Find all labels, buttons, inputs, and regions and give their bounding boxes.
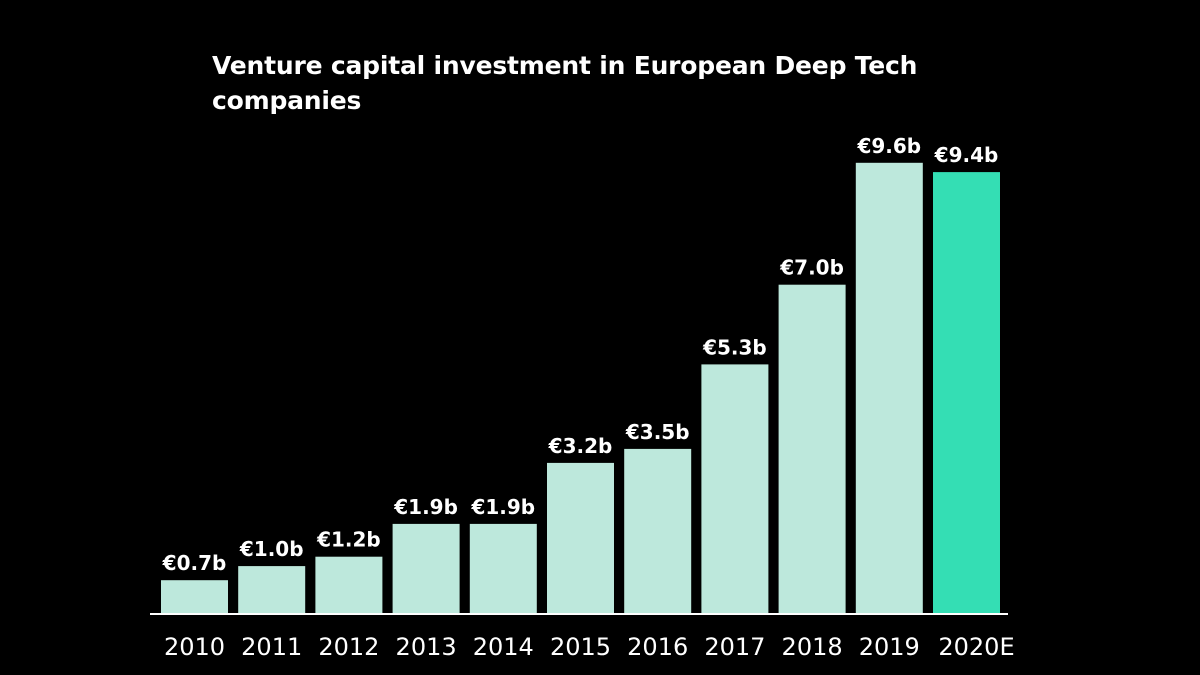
chart-title: Venture capital investment in European D… [212, 51, 918, 115]
value-label-2014: €1.9b [470, 495, 535, 519]
value-label-2016: €3.5b [625, 420, 690, 444]
bar-2013 [392, 523, 460, 613]
x-tick-label-2016: 2016 [627, 633, 688, 661]
value-label-2013: €1.9b [393, 495, 458, 519]
bar-2012 [315, 556, 383, 613]
bar-2010 [161, 580, 228, 613]
x-tick-label-2013: 2013 [396, 633, 457, 661]
x-tick-label-2015: 2015 [550, 633, 611, 661]
bar-2011 [238, 566, 306, 613]
bar-2019 [855, 162, 923, 614]
value-labels-group: €0.7b €1.0b €1.2b €1.9b €1.9b €3.2b €3.5b €5.3b… [162, 134, 999, 575]
bar-2016 [624, 448, 692, 614]
x-tick-label-2012: 2012 [318, 633, 379, 661]
value-label-2019: €9.6b [856, 134, 921, 158]
bar-2017 [701, 364, 769, 613]
bar-2018 [778, 284, 846, 613]
bar-2020E [933, 172, 1000, 613]
value-label-2010: €0.7b [162, 551, 227, 575]
value-label-2015: €3.2b [548, 434, 613, 458]
x-tick-label-2018: 2018 [782, 633, 843, 661]
x-tick-label-2020E: 2020E [938, 633, 1014, 661]
x-tick-label-2014: 2014 [473, 633, 534, 661]
value-label-2012: €1.2b [316, 528, 381, 552]
value-label-2011: €1.0b [239, 537, 304, 561]
value-label-2017: €5.3b [702, 335, 767, 359]
value-label-2018: €7.0b [779, 256, 844, 280]
bar-2015 [547, 462, 614, 613]
x-tick-label-2011: 2011 [241, 633, 302, 661]
x-tick-label-2017: 2017 [704, 633, 765, 661]
value-label-2020E: €9.4b [934, 143, 999, 167]
x-tick-label-2010: 2010 [164, 633, 225, 661]
x-tick-label-2019: 2019 [859, 633, 920, 661]
bars-group [161, 162, 1000, 614]
bar-2014 [469, 523, 537, 613]
x-tick-labels-group: 2010 2011 2012 2013 2014 2015 2016 2017 2018 2019… [164, 633, 1015, 661]
